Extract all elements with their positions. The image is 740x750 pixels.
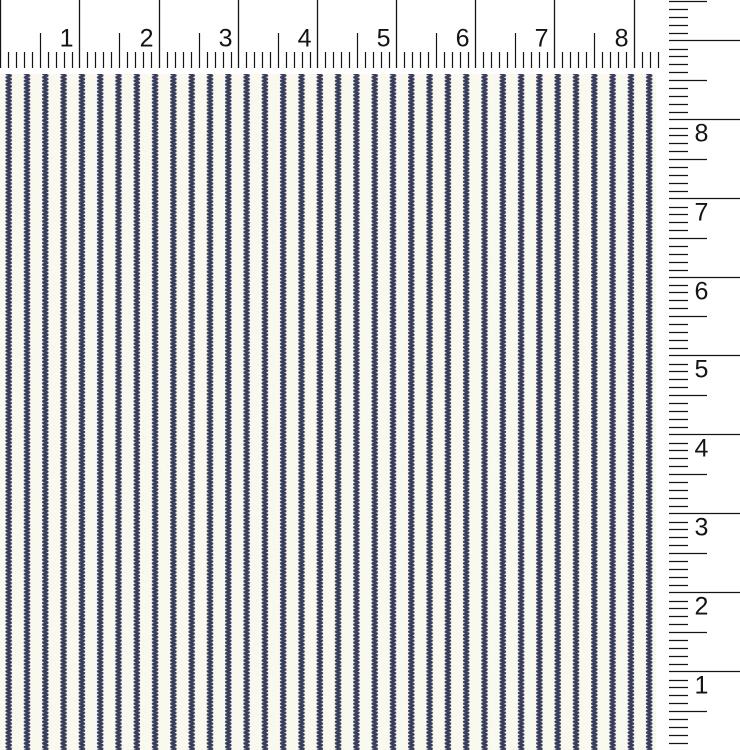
svg-text:6: 6 <box>456 25 470 53</box>
svg-text:4: 4 <box>695 435 709 463</box>
svg-text:2: 2 <box>140 25 154 53</box>
svg-text:5: 5 <box>377 25 391 53</box>
svg-text:1: 1 <box>695 672 709 700</box>
svg-text:8: 8 <box>695 120 709 148</box>
svg-text:7: 7 <box>695 199 709 227</box>
svg-text:1: 1 <box>60 25 74 53</box>
svg-text:3: 3 <box>695 514 709 542</box>
svg-text:7: 7 <box>535 25 549 53</box>
svg-text:2: 2 <box>695 593 709 621</box>
svg-text:3: 3 <box>219 25 233 53</box>
svg-text:5: 5 <box>695 356 709 384</box>
svg-text:8: 8 <box>615 25 629 53</box>
svg-text:4: 4 <box>298 25 312 53</box>
svg-text:6: 6 <box>695 278 709 306</box>
